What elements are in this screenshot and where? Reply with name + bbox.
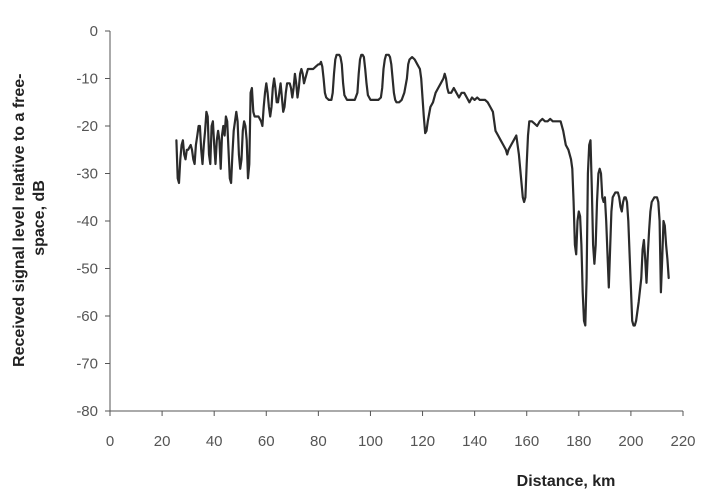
- x-axis-title: Distance, km: [517, 473, 616, 490]
- y-tick-label: -40: [76, 213, 98, 230]
- y-tick-label: -80: [76, 403, 98, 420]
- y-axis-title: Received signal level relative to a free…: [11, 69, 48, 367]
- x-tick-label: 140: [462, 433, 487, 450]
- x-tick-label: 100: [358, 433, 383, 450]
- series-line: [175, 53, 670, 327]
- y-tick-label: -60: [76, 308, 98, 325]
- y-tick-label: -20: [76, 118, 98, 135]
- y-tick-label: -50: [76, 261, 98, 278]
- x-tick-label: 40: [206, 433, 223, 450]
- x-tick-label: 120: [410, 433, 435, 450]
- x-tick-label: 0: [106, 433, 114, 450]
- y-tick-label: -70: [76, 356, 98, 373]
- y-tick-label: -10: [76, 71, 98, 88]
- y-axis-title-line-2: space, dB: [31, 180, 48, 256]
- y-tick-label: -30: [76, 166, 98, 183]
- y-tick-label: 0: [90, 23, 98, 40]
- y-axis-ticks: 0 -10 -20 -30 -40 -50 -60 -70 -80: [76, 23, 110, 420]
- x-tick-label: 200: [618, 433, 643, 450]
- x-axis-ticks: 0 20 40 60 80 100 120 140 160 180 200 220: [106, 411, 696, 450]
- x-tick-label: 220: [670, 433, 695, 450]
- x-tick-label: 60: [258, 433, 275, 450]
- x-tick-label: 160: [514, 433, 539, 450]
- x-tick-label: 80: [310, 433, 327, 450]
- x-tick-label: 180: [566, 433, 591, 450]
- y-axis-title-line-1: Received signal level relative to a free…: [11, 73, 28, 366]
- x-tick-label: 20: [154, 433, 171, 450]
